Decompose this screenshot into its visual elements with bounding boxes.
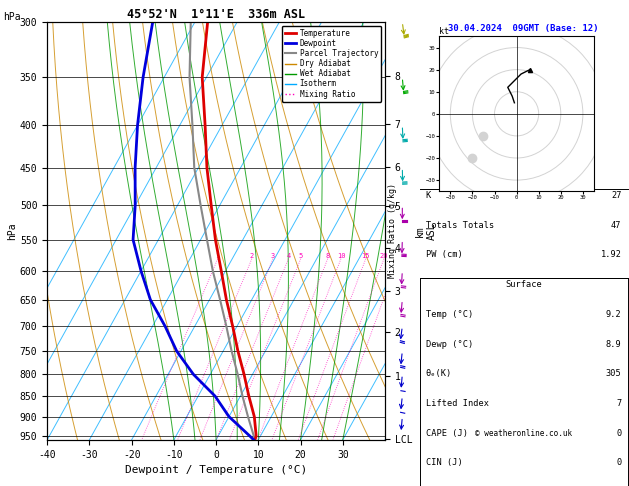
Text: 1.92: 1.92 (601, 250, 621, 260)
Text: 0: 0 (616, 458, 621, 467)
Text: Dewp (°C): Dewp (°C) (426, 340, 473, 348)
Bar (420, 278, 628, 486)
Text: 305: 305 (606, 369, 621, 378)
Text: Mixing Ratio (g/kg): Mixing Ratio (g/kg) (388, 183, 397, 278)
Text: 47: 47 (611, 221, 621, 230)
Text: 27: 27 (611, 191, 621, 200)
Text: 5: 5 (299, 253, 303, 259)
Text: 10: 10 (337, 253, 345, 259)
Text: 0: 0 (616, 429, 621, 437)
Title: 45°52'N  1°11'E  336m ASL: 45°52'N 1°11'E 336m ASL (127, 8, 305, 21)
Text: 7: 7 (616, 399, 621, 408)
Text: Surface: Surface (505, 280, 542, 289)
Text: K: K (426, 191, 431, 200)
Legend: Temperature, Dewpoint, Parcel Trajectory, Dry Adiabat, Wet Adiabat, Isotherm, Mi: Temperature, Dewpoint, Parcel Trajectory… (282, 26, 381, 102)
Text: 2: 2 (250, 253, 254, 259)
Y-axis label: hPa: hPa (7, 222, 17, 240)
Text: 3: 3 (270, 253, 275, 259)
Text: 8.9: 8.9 (606, 340, 621, 348)
Text: kt: kt (439, 28, 449, 36)
Text: 1: 1 (216, 253, 220, 259)
Text: θₑ(K): θₑ(K) (426, 369, 452, 378)
Text: Temp (°C): Temp (°C) (426, 310, 473, 319)
Text: Totals Totals: Totals Totals (426, 221, 494, 230)
Text: CIN (J): CIN (J) (426, 458, 462, 467)
Text: 4: 4 (286, 253, 291, 259)
Text: 20: 20 (380, 253, 388, 259)
Text: 9.2: 9.2 (606, 310, 621, 319)
Text: hPa: hPa (3, 12, 21, 22)
Text: Lifted Index: Lifted Index (426, 399, 489, 408)
X-axis label: Dewpoint / Temperature (°C): Dewpoint / Temperature (°C) (125, 465, 307, 475)
Text: CAPE (J): CAPE (J) (426, 429, 468, 437)
Text: 30.04.2024  09GMT (Base: 12): 30.04.2024 09GMT (Base: 12) (448, 24, 599, 33)
Text: © weatheronline.co.uk: © weatheronline.co.uk (475, 429, 572, 438)
Text: PW (cm): PW (cm) (426, 250, 462, 260)
Text: 15: 15 (362, 253, 370, 259)
Text: 8: 8 (326, 253, 330, 259)
Y-axis label: km
ASL: km ASL (415, 222, 437, 240)
